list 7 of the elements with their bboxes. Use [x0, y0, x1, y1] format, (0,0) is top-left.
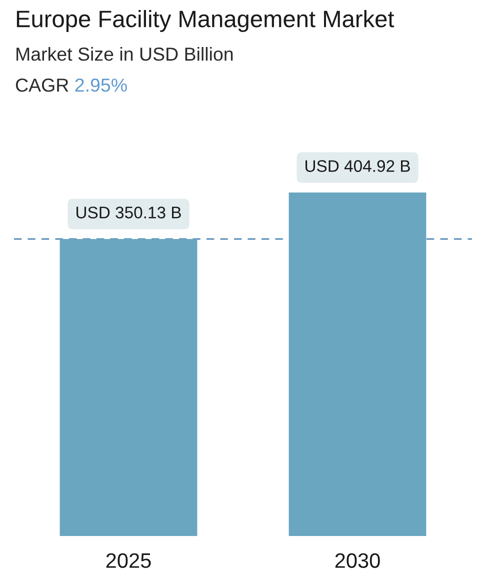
x-tick-label: 2030: [335, 553, 380, 568]
data-label: USD 350.13 B: [76, 206, 181, 218]
text: CAGR 2.95%: [16, 78, 127, 92]
chart-title: Europe Facility Management Market: [16, 10, 394, 32]
chart-subtitle: Market Size in USD Billion: [16, 47, 233, 61]
data-label: USD 404.92 B: [306, 160, 410, 172]
x-tick-label: 2025: [106, 553, 151, 568]
